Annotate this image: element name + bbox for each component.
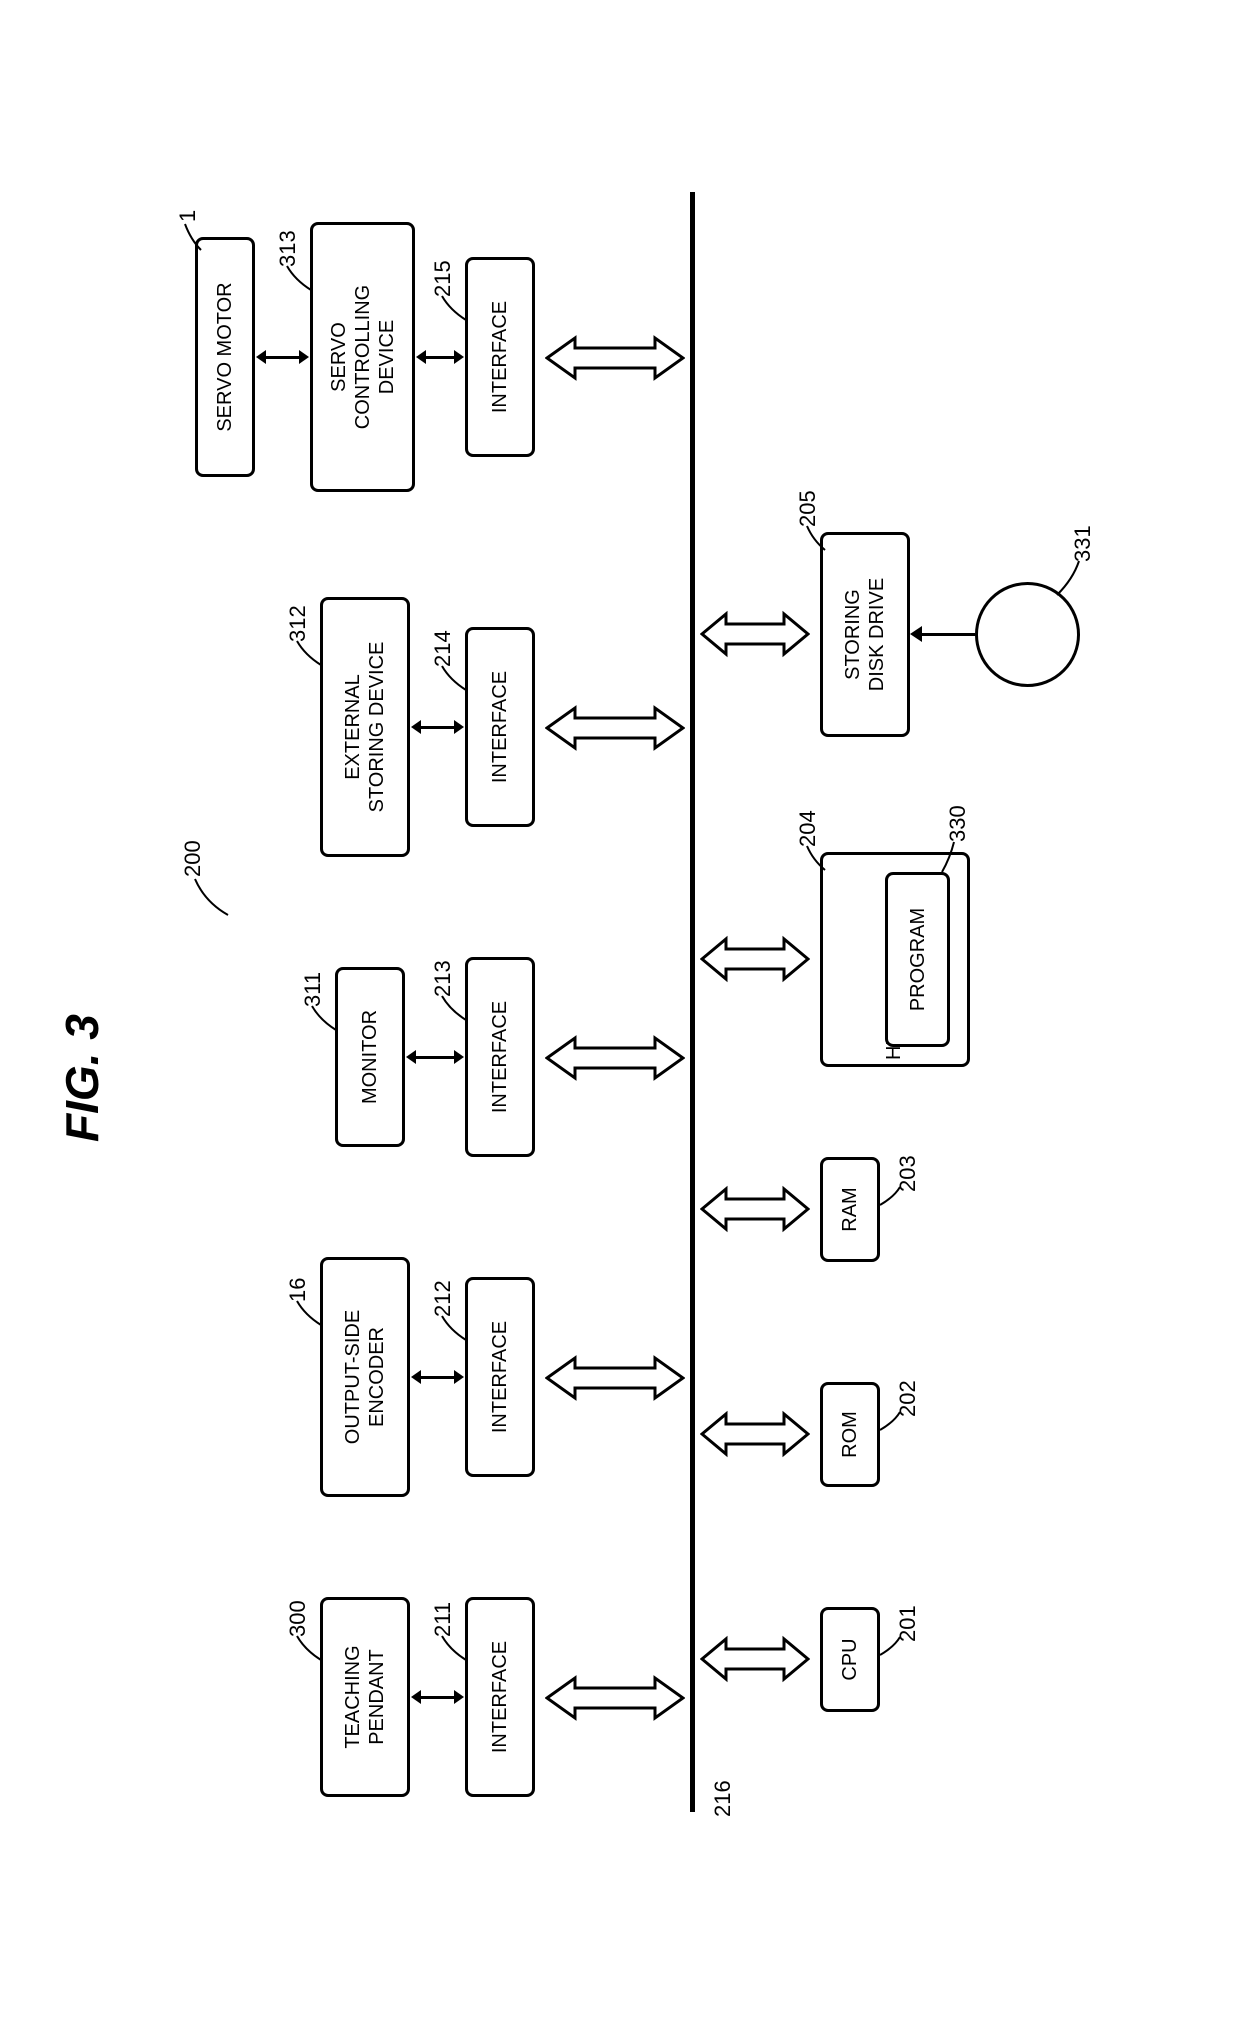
- servo-motor-leader: [183, 222, 203, 252]
- interface-214-leader: [438, 664, 468, 692]
- output-side-encoder-box: OUTPUT-SIDE ENCODER: [320, 1257, 410, 1497]
- system-ref-leader: [190, 877, 230, 917]
- interface-211-label: INTERFACE: [488, 1641, 512, 1753]
- rom-bus-arrow: [700, 1408, 810, 1460]
- servo-motor-label: SERVO MOTOR: [213, 282, 237, 431]
- cpu-box: CPU: [820, 1607, 880, 1712]
- rom-label: ROM: [838, 1411, 862, 1458]
- disk-drive-leader: [805, 524, 827, 552]
- servo-controller-label: SERVO CONTROLLING DEVICE: [327, 285, 399, 429]
- interface-212-ref: 212: [430, 1280, 456, 1317]
- ram-label: RAM: [838, 1187, 862, 1231]
- external-storing-ref: 312: [285, 605, 311, 642]
- cpu-bus-arrow: [700, 1633, 810, 1685]
- page: FIG. 3 200 216 TEACHING PENDANT 300 INTE…: [0, 0, 1240, 2022]
- output-side-encoder-leader: [293, 1299, 323, 1327]
- system-ref-label: 200: [180, 840, 206, 877]
- system-bus: [690, 192, 695, 1812]
- interface-211-bus-arrow: [545, 1672, 685, 1724]
- servo-controller-to-interface-arrow: [425, 356, 455, 359]
- program-leader: [940, 840, 958, 874]
- servo-controller-leader: [283, 264, 313, 292]
- ram-bus-arrow: [700, 1183, 810, 1235]
- teaching-pendant-label: TEACHING PENDANT: [341, 1645, 389, 1748]
- servo-motor-box: SERVO MOTOR: [195, 237, 255, 477]
- interface-212-label: INTERFACE: [488, 1321, 512, 1433]
- monitor-leader: [308, 1004, 338, 1032]
- external-storing-leader: [293, 639, 323, 667]
- interface-215-label: INTERFACE: [488, 301, 512, 413]
- interface-213-box: INTERFACE: [465, 957, 535, 1157]
- monitor-box: MONITOR: [335, 967, 405, 1147]
- interface-213-bus-arrow: [545, 1032, 685, 1084]
- rom-leader: [878, 1410, 902, 1432]
- interface-214-bus-arrow: [545, 702, 685, 754]
- servo-motor-to-controller-arrow: [265, 356, 300, 359]
- disk-drive-bus-arrow: [700, 608, 810, 660]
- disk-drive-label: STORING DISK DRIVE: [841, 578, 889, 691]
- encoder-to-interface-arrow: [420, 1376, 455, 1379]
- program-box: PROGRAM: [885, 872, 950, 1047]
- disk-drive-ref: 205: [795, 490, 821, 527]
- interface-213-ref: 213: [430, 960, 456, 997]
- disk-icon: [975, 582, 1080, 687]
- output-side-encoder-label: OUTPUT-SIDE ENCODER: [341, 1310, 389, 1444]
- external-to-interface-arrow: [420, 726, 455, 729]
- figure-title: FIG. 3: [55, 1014, 109, 1142]
- interface-215-leader: [438, 294, 468, 322]
- diagram-canvas: FIG. 3 200 216 TEACHING PENDANT 300 INTE…: [0, 0, 1240, 2022]
- interface-215-bus-arrow: [545, 332, 685, 384]
- interface-212-bus-arrow: [545, 1352, 685, 1404]
- external-storing-label: EXTERNAL STORING DEVICE: [341, 642, 389, 813]
- interface-211-box: INTERFACE: [465, 1597, 535, 1797]
- teaching-pendant-to-interface-arrow: [420, 1696, 455, 1699]
- monitor-ref: 311: [300, 972, 326, 1007]
- disk-to-drive-arrowhead: [910, 626, 922, 642]
- interface-215-box: INTERFACE: [465, 257, 535, 457]
- interface-211-leader: [438, 1634, 468, 1662]
- interface-213-label: INTERFACE: [488, 1001, 512, 1113]
- cpu-label: CPU: [838, 1638, 862, 1680]
- servo-controller-box: SERVO CONTROLLING DEVICE: [310, 222, 415, 492]
- rom-box: ROM: [820, 1382, 880, 1487]
- disk-drive-box: STORING DISK DRIVE: [820, 532, 910, 737]
- interface-214-box: INTERFACE: [465, 627, 535, 827]
- teaching-pendant-ref: 300: [285, 1600, 311, 1637]
- interface-213-leader: [438, 994, 468, 1022]
- ram-box: RAM: [820, 1157, 880, 1262]
- interface-212-leader: [438, 1314, 468, 1342]
- monitor-to-interface-arrow: [415, 1056, 455, 1059]
- interface-215-ref: 215: [430, 260, 456, 297]
- interface-214-ref: 214: [430, 630, 456, 667]
- teaching-pendant-box: TEACHING PENDANT: [320, 1597, 410, 1797]
- external-storing-box: EXTERNAL STORING DEVICE: [320, 597, 410, 857]
- cpu-leader: [878, 1635, 902, 1657]
- hdd-leader: [805, 844, 827, 872]
- disk-leader: [1055, 559, 1083, 597]
- program-ref: 330: [945, 805, 971, 842]
- disk-to-drive-line: [920, 633, 975, 636]
- disk-ref: 331: [1070, 525, 1096, 562]
- teaching-pendant-leader: [293, 1634, 323, 1662]
- bus-ref-label: 216: [710, 1780, 736, 1817]
- interface-211-ref: 211: [430, 1602, 456, 1637]
- ram-leader: [878, 1185, 902, 1207]
- interface-214-label: INTERFACE: [488, 671, 512, 783]
- servo-motor-ref: 1: [175, 210, 201, 222]
- hdd-ref: 204: [795, 810, 821, 847]
- interface-212-box: INTERFACE: [465, 1277, 535, 1477]
- servo-controller-ref: 313: [275, 230, 301, 267]
- hdd-bus-arrow: [700, 933, 810, 985]
- monitor-label: MONITOR: [358, 1010, 382, 1104]
- program-label: PROGRAM: [906, 908, 930, 1011]
